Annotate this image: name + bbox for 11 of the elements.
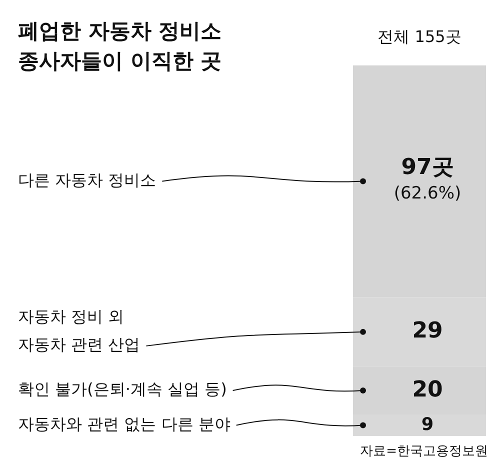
text: 확인 불가(은퇴·계속 실업 등) <box>18 380 227 399</box>
data-label: 20 <box>412 377 443 402</box>
text: 다른 자동차 정비소 <box>18 170 156 190</box>
text: 자동차 정비 외 자동차 관련 산업 <box>18 307 140 354</box>
x-tick-label: 전체 155곳 <box>378 26 462 46</box>
text: 폐업한 자동차 정비소 종사자들이 이직한 곳 <box>18 18 222 73</box>
data-label: 9 <box>421 414 434 435</box>
data-label: 97곳 (62.6%) <box>394 154 462 204</box>
text: 자료=한국고용정보원 <box>360 444 488 459</box>
text: 자동차와 관련 없는 다른 분야 <box>18 414 230 434</box>
data-label: 29 <box>412 318 443 344</box>
